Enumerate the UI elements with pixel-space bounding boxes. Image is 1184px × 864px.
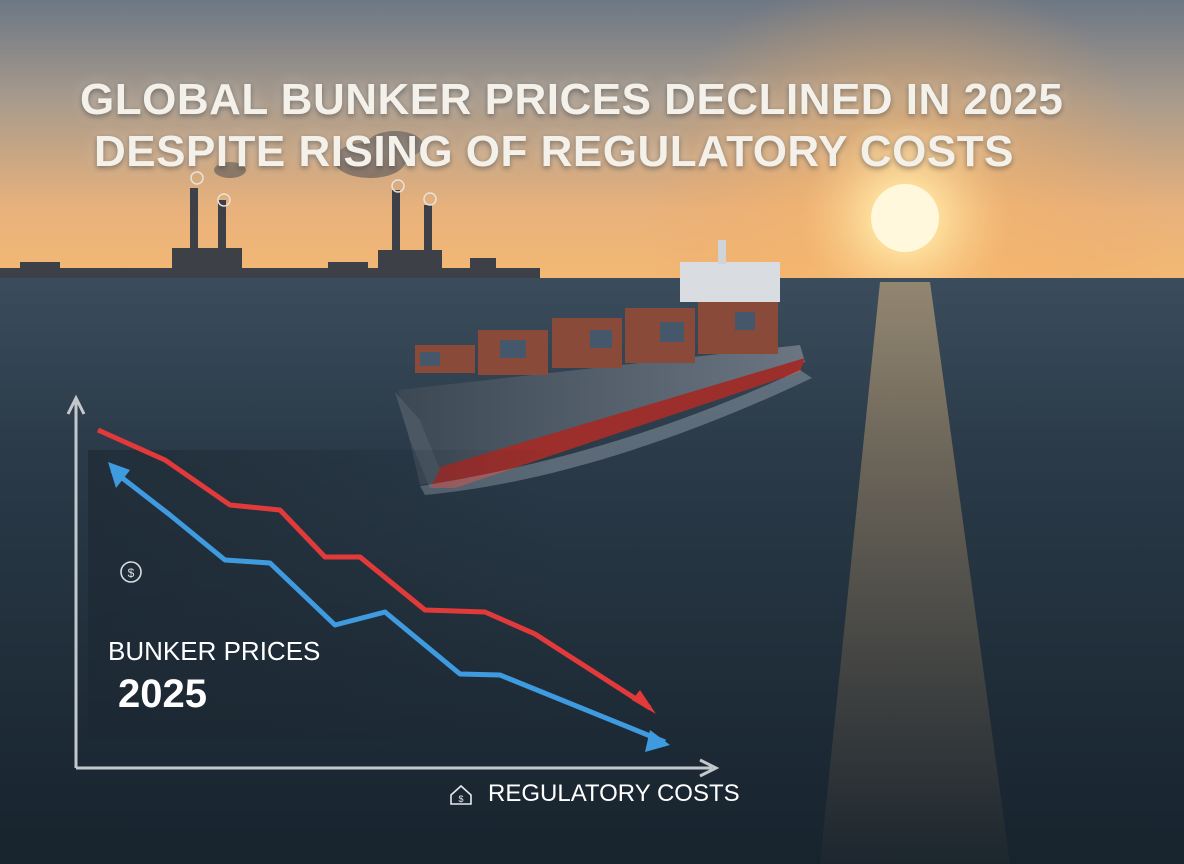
svg-text:$: $ (128, 566, 135, 580)
dollar-coin-icon: $ (120, 561, 142, 583)
series-label: BUNKER PRICES (108, 636, 321, 666)
svg-text:$: $ (458, 794, 463, 804)
year-label: 2025 (118, 672, 207, 716)
home-dollar-icon: $ (450, 784, 472, 805)
stack-coin-icons (190, 171, 437, 207)
headline: GLOBAL BUNKER PRICES DECLINED IN 2025 DE… (80, 74, 1063, 178)
red-trend-arrowhead (632, 690, 656, 714)
headline-line-1: GLOBAL BUNKER PRICES DECLINED IN 2025 (80, 75, 1064, 124)
headline-line-2: DESPITE RISING OF REGULATORY COSTS (94, 127, 1014, 176)
sun (871, 184, 939, 252)
x-axis-label: REGULATORY COSTS (488, 780, 740, 807)
chart-axes (66, 394, 720, 778)
blue-trend-arrowhead-end (645, 730, 670, 752)
red-trend-line (96, 427, 652, 711)
chart-panel (88, 450, 558, 740)
sun-reflection (820, 282, 1010, 864)
blue-trend-arrowhead (108, 462, 130, 488)
blue-trend-line (110, 468, 666, 745)
smoke-plumes (214, 131, 423, 178)
